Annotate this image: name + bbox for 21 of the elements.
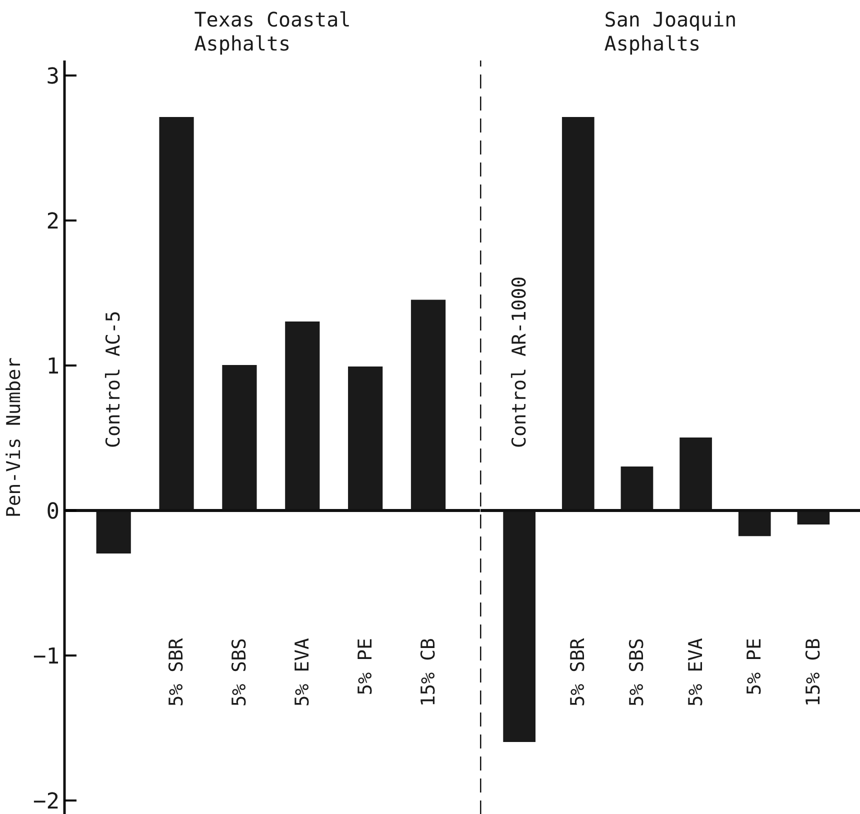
y-tick-label: 1 [46,354,60,380]
category-label: 5% EVA [684,638,707,707]
category-label: Control AR-1000 [508,276,530,448]
y-tick-label: 0 [46,500,60,524]
y-tick-label: −1 [33,644,60,670]
category-label: Control AC-5 [102,310,125,448]
y-tick-label: −2 [33,790,60,814]
category-label: 15% CB [802,638,824,707]
category-label: 5% EVA [291,638,314,707]
category-label: 5% PE [744,638,766,696]
category-label: 5% SBS [228,638,250,707]
y-tick-label: 2 [46,210,60,234]
y-tick-label: 3 [46,64,60,90]
category-label: 5% PE [354,638,376,696]
chart-title: Texas Coastal Asphalts [194,8,351,56]
chart-title: San Joaquin Asphalts [604,8,737,56]
category-label: 5% SBS [626,638,648,707]
category-label: 5% SBR [567,638,590,707]
category-label: 5% SBR [166,638,188,707]
y-axis-title: Pen-Vis Number [3,357,26,518]
category-label: 15% CB [417,638,440,707]
